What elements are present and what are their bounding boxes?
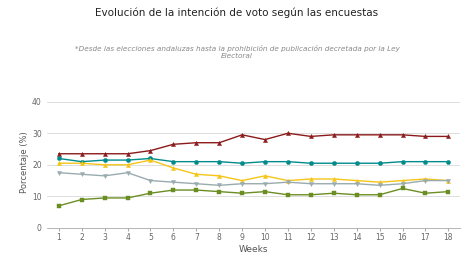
Ciudadanos	[102, 163, 108, 166]
PP	[446, 135, 451, 138]
Vox	[79, 198, 85, 201]
Ciudadanos	[148, 158, 154, 162]
Line: Ciudadanos: Ciudadanos	[57, 158, 450, 184]
Vox	[148, 192, 154, 195]
PSOE	[193, 160, 199, 163]
UP	[400, 182, 405, 185]
PSOE	[308, 162, 314, 165]
Vox	[377, 193, 383, 196]
PP	[262, 138, 268, 141]
PSOE	[423, 160, 428, 163]
Vox	[102, 196, 108, 200]
Line: PP: PP	[57, 131, 450, 156]
PP	[102, 152, 108, 155]
Ciudadanos	[193, 173, 199, 176]
UP	[354, 182, 359, 185]
UP	[216, 184, 222, 187]
Vox	[262, 190, 268, 193]
PP	[79, 152, 85, 155]
PP	[331, 133, 337, 136]
UP	[102, 174, 108, 178]
PP	[377, 133, 383, 136]
UP	[377, 184, 383, 187]
UP	[171, 180, 176, 184]
PP	[148, 149, 154, 152]
PSOE	[285, 160, 291, 163]
PP	[285, 132, 291, 135]
Ciudadanos	[239, 179, 245, 182]
UP	[446, 179, 451, 182]
PSOE	[400, 160, 405, 163]
Ciudadanos	[377, 180, 383, 184]
Ciudadanos	[331, 177, 337, 180]
Ciudadanos	[125, 163, 130, 166]
PSOE	[171, 160, 176, 163]
Line: Vox: Vox	[57, 186, 450, 208]
PSOE	[331, 162, 337, 165]
Vox	[56, 204, 62, 207]
PP	[308, 135, 314, 138]
UP	[423, 179, 428, 182]
UP	[125, 171, 130, 174]
PSOE	[148, 157, 154, 160]
Line: PSOE: PSOE	[57, 156, 450, 165]
Vox	[285, 193, 291, 196]
Vox	[193, 188, 199, 192]
PP	[193, 141, 199, 144]
Ciudadanos	[354, 179, 359, 182]
Text: Evolución de la intención de voto según las encuestas: Evolución de la intención de voto según …	[95, 8, 379, 19]
PP	[400, 133, 405, 136]
UP	[308, 182, 314, 185]
Ciudadanos	[400, 179, 405, 182]
Ciudadanos	[423, 177, 428, 180]
Ciudadanos	[446, 179, 451, 182]
PSOE	[239, 162, 245, 165]
Vox	[125, 196, 130, 200]
Vox	[446, 190, 451, 193]
PP	[125, 152, 130, 155]
Y-axis label: Porcentaje (%): Porcentaje (%)	[20, 131, 29, 193]
Vox	[171, 188, 176, 192]
UP	[148, 179, 154, 182]
Ciudadanos	[262, 174, 268, 178]
PP	[239, 133, 245, 136]
UP	[193, 182, 199, 185]
Ciudadanos	[79, 162, 85, 165]
Line: UP: UP	[57, 171, 450, 187]
Vox	[354, 193, 359, 196]
Text: *Desde las elecciones andaluzas hasta la prohibición de publicación decretada po: *Desde las elecciones andaluzas hasta la…	[74, 45, 400, 59]
PSOE	[56, 157, 62, 160]
UP	[239, 182, 245, 185]
PSOE	[79, 160, 85, 163]
Vox	[400, 187, 405, 190]
Vox	[308, 193, 314, 196]
UP	[331, 182, 337, 185]
Vox	[331, 192, 337, 195]
UP	[285, 180, 291, 184]
PP	[354, 133, 359, 136]
Ciudadanos	[308, 177, 314, 180]
Vox	[239, 192, 245, 195]
Ciudadanos	[171, 166, 176, 170]
PSOE	[262, 160, 268, 163]
UP	[79, 173, 85, 176]
PP	[423, 135, 428, 138]
Ciudadanos	[216, 174, 222, 178]
PSOE	[216, 160, 222, 163]
X-axis label: Weeks: Weeks	[239, 245, 268, 254]
PSOE	[125, 158, 130, 162]
PP	[56, 152, 62, 155]
PSOE	[377, 162, 383, 165]
Ciudadanos	[285, 179, 291, 182]
PSOE	[102, 158, 108, 162]
UP	[262, 182, 268, 185]
Vox	[216, 190, 222, 193]
PSOE	[446, 160, 451, 163]
PP	[171, 143, 176, 146]
PP	[216, 141, 222, 144]
UP	[56, 171, 62, 174]
PSOE	[354, 162, 359, 165]
Ciudadanos	[56, 162, 62, 165]
Vox	[423, 192, 428, 195]
